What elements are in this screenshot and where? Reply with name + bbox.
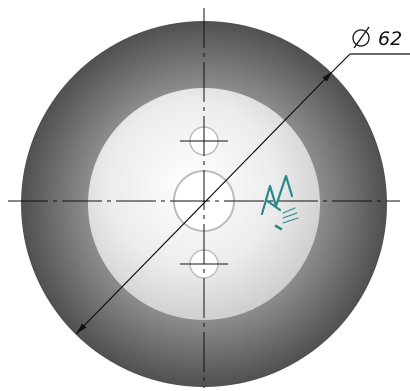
diameter-label: 62 (352, 26, 402, 50)
diameter-symbol-icon (352, 29, 370, 47)
dimension-leader (332, 53, 351, 72)
company-logo-icon (260, 174, 299, 231)
diameter-value: 62 (378, 28, 402, 50)
diameter-dimension-line (75, 70, 334, 335)
diameter-symbol-slash (353, 26, 370, 49)
